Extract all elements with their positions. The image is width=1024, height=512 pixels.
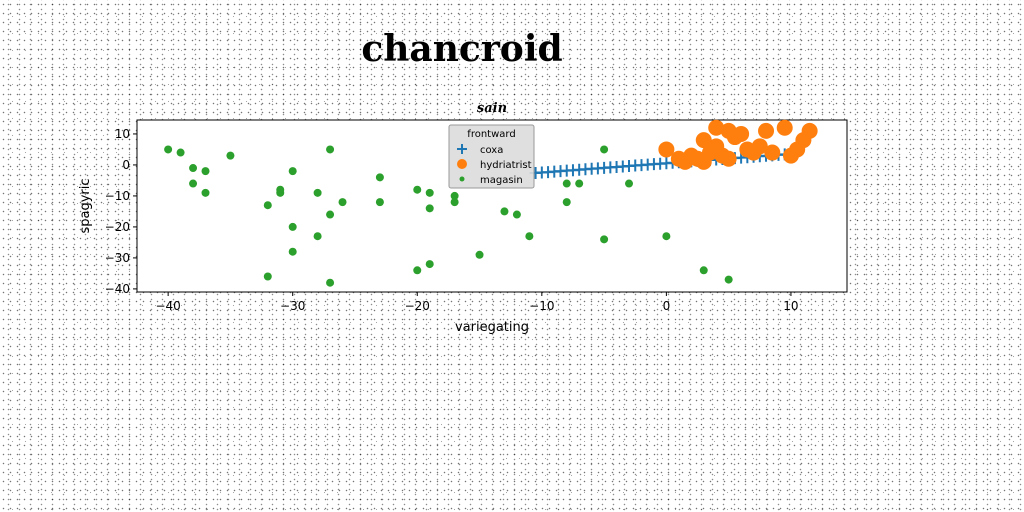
data-point-hydriatrist [801, 122, 818, 139]
data-point-magasin [724, 275, 733, 284]
legend-label-hydriatrist: hydriatrist [480, 160, 532, 171]
data-point-magasin [413, 266, 422, 275]
data-point-magasin [375, 198, 384, 207]
data-point-magasin [413, 185, 422, 194]
data-point-hydriatrist [751, 138, 768, 155]
x-tick-label: 0 [663, 299, 671, 313]
data-point-hydriatrist [764, 144, 781, 161]
legend-box [448, 124, 535, 189]
data-point-magasin [226, 151, 235, 160]
data-point-magasin [562, 179, 571, 188]
data-point-magasin [189, 164, 198, 173]
y-tick-label: 10 [115, 127, 130, 141]
data-point-magasin [425, 188, 434, 197]
data-point-hydriatrist [776, 119, 793, 136]
x-tick-label: −10 [529, 299, 554, 313]
x-tick-label: −20 [405, 299, 430, 313]
data-point-magasin [313, 188, 322, 197]
data-point-hydriatrist [720, 150, 737, 167]
legend: frontward coxa hydriatrist magasin [448, 124, 535, 189]
data-point-magasin [525, 232, 534, 241]
data-point-magasin [288, 167, 297, 176]
y-axis-label: spagyric [78, 178, 93, 233]
y-tick-label: 0 [122, 158, 130, 172]
series-hydriatrist [658, 119, 818, 170]
legend-marker-hydriatrist [457, 159, 467, 169]
figure-title: chancroid [361, 28, 563, 70]
data-point-magasin [475, 250, 484, 259]
data-point-magasin [699, 266, 708, 275]
x-axis-label: variegating [455, 320, 529, 335]
data-point-magasin [425, 204, 434, 213]
y-tick-label: −40 [105, 282, 130, 296]
y-tick-label: −30 [105, 251, 130, 265]
data-point-magasin [625, 179, 634, 188]
data-point-magasin [575, 179, 584, 188]
data-point-magasin [338, 198, 347, 207]
data-point-magasin [326, 278, 335, 287]
data-point-magasin [562, 198, 571, 207]
series-magasin [164, 145, 733, 287]
data-point-hydriatrist [658, 141, 675, 158]
data-point-magasin [263, 272, 272, 281]
legend-title: frontward [467, 129, 515, 140]
data-point-magasin [375, 173, 384, 182]
x-tick-label: −30 [280, 299, 305, 313]
data-point-magasin [201, 188, 210, 197]
data-point-magasin [425, 260, 434, 269]
legend-marker-magasin [459, 176, 465, 182]
data-point-magasin [600, 145, 609, 154]
y-tick-label: −10 [105, 189, 130, 203]
data-point-magasin [450, 198, 459, 207]
data-point-magasin [313, 232, 322, 241]
data-point-magasin [164, 145, 173, 154]
data-point-magasin [326, 145, 335, 154]
legend-marker-coxa [457, 144, 467, 154]
data-point-magasin [450, 191, 459, 200]
x-tick-label: 10 [783, 299, 798, 313]
x-tick-label: −40 [155, 299, 180, 313]
data-point-magasin [288, 222, 297, 231]
legend-label-magasin: magasin [480, 175, 523, 186]
data-point-magasin [600, 235, 609, 244]
legend-label-coxa: coxa [480, 145, 503, 156]
data-point-magasin [500, 207, 509, 216]
y-tick-label: −20 [105, 220, 130, 234]
data-point-hydriatrist [733, 125, 750, 142]
data-point-hydriatrist [695, 132, 712, 149]
data-point-hydriatrist [758, 122, 775, 139]
data-point-magasin [263, 201, 272, 210]
data-point-magasin [276, 188, 285, 197]
axes-title: sain [477, 101, 507, 116]
data-point-magasin [326, 210, 335, 219]
data-point-magasin [176, 148, 185, 157]
data-point-magasin [288, 247, 297, 256]
data-point-magasin [189, 179, 198, 188]
data-point-hydriatrist [708, 119, 725, 136]
data-point-magasin [201, 167, 210, 176]
data-point-magasin [512, 210, 521, 219]
data-point-magasin [662, 232, 671, 241]
